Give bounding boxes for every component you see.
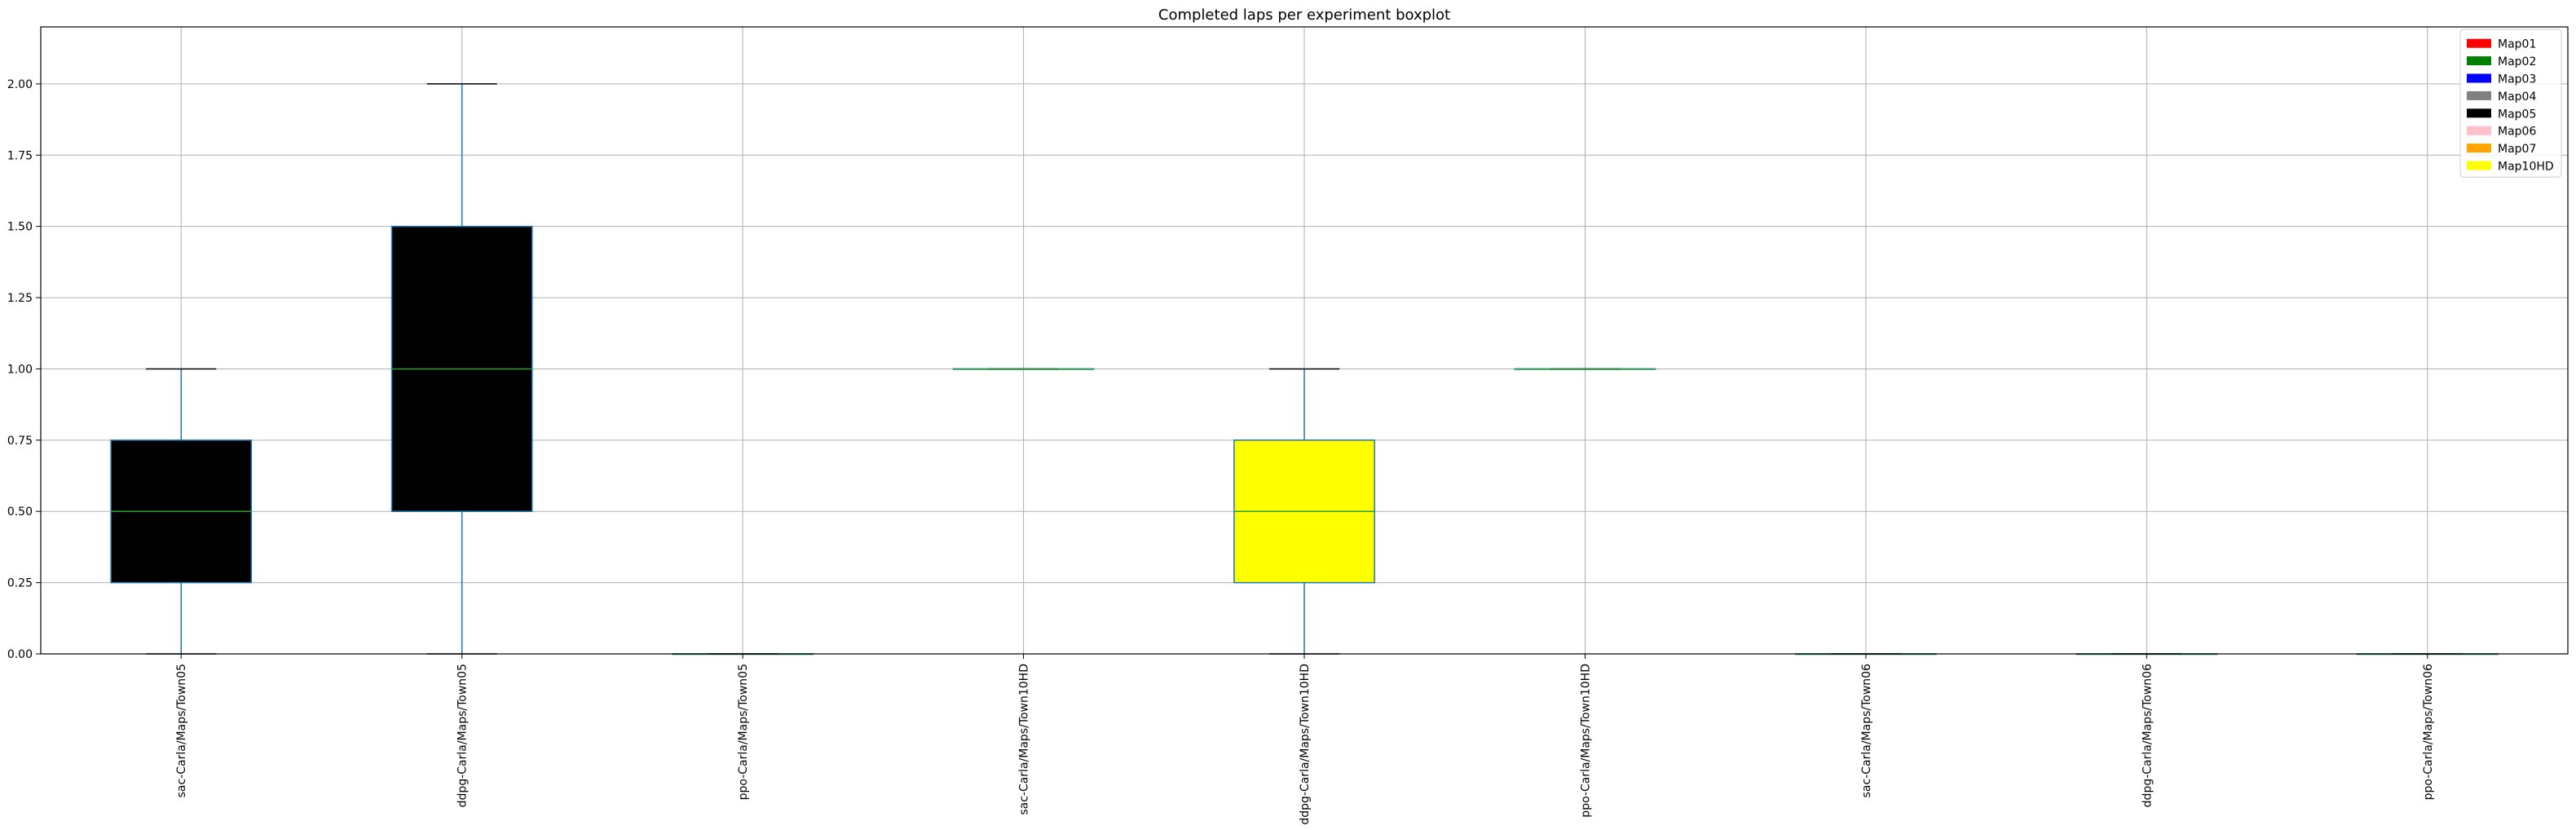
legend-swatch <box>2467 108 2491 118</box>
legend-swatch <box>2467 73 2491 83</box>
legend-label: Map03 <box>2498 73 2536 86</box>
chart-title: Completed laps per experiment boxplot <box>1158 7 1450 24</box>
x-tick-label: sac-Carla/Maps/Town10HD <box>1018 664 1031 815</box>
x-tick-label: sac-Carla/Maps/Town05 <box>175 664 188 797</box>
box-ddpg-Carla/Maps/Town10HD <box>1233 368 1375 655</box>
y-tick-label: 1.00 <box>7 363 33 376</box>
legend-label: Map02 <box>2498 55 2536 68</box>
legend-swatch <box>2467 161 2491 170</box>
x-tick-label: sac-Carla/Maps/Town06 <box>1860 664 1873 797</box>
legend-label: Map07 <box>2498 143 2536 156</box>
y-tick-label: 2.00 <box>7 78 33 91</box>
x-tick-label: ddpg-Carla/Maps/Town06 <box>2141 664 2154 807</box>
legend: Map01 Map02 Map03 Map04 Map05 Map06 Map07 Map10… <box>2459 29 2562 178</box>
y-tick-label: 1.75 <box>7 149 33 162</box>
x-axis: sac-Carla/Maps/Town05 ddpg-Carla/Maps/Tow… <box>175 654 2435 825</box>
y-tick-label: 0.25 <box>7 577 33 590</box>
legend-swatch <box>2467 143 2491 153</box>
legend-label: Map01 <box>2498 38 2536 51</box>
y-tick-label: 0.50 <box>7 506 33 519</box>
legend-label: Map10HD <box>2498 161 2554 174</box>
legend-swatch <box>2467 56 2491 66</box>
legend-label: Map06 <box>2498 126 2536 139</box>
legend-label: Map04 <box>2498 91 2536 104</box>
x-tick-label: ppo-Carla/Maps/Town10HD <box>1579 664 1592 818</box>
legend-swatch <box>2467 38 2491 48</box>
x-tick-label: ddpg-Carla/Maps/Town05 <box>457 664 470 807</box>
legend-label: Map05 <box>2498 108 2536 121</box>
y-tick-label: 1.25 <box>7 292 33 305</box>
y-axis: 0.00 0.25 0.50 0.75 1.00 1.25 1.50 1.75 2.00 <box>7 78 41 661</box>
x-tick-label: ddpg-Carla/Maps/Town10HD <box>1299 664 1312 825</box>
legend-swatch <box>2467 126 2491 135</box>
y-tick-label: 1.50 <box>7 221 33 234</box>
boxes <box>110 83 2499 656</box>
y-tick-label: 0.00 <box>7 648 33 661</box>
y-tick-label: 0.75 <box>7 435 33 448</box>
legend-swatch <box>2467 91 2491 100</box>
box-ddpg-Carla/Maps/Town05 <box>390 83 533 655</box>
legend-box <box>2459 29 2562 178</box>
box-sac-Carla/Maps/Town05 <box>110 368 253 655</box>
x-tick-label: ppo-Carla/Maps/Town06 <box>2422 664 2435 800</box>
x-tick-label: ppo-Carla/Maps/Town05 <box>737 664 750 800</box>
